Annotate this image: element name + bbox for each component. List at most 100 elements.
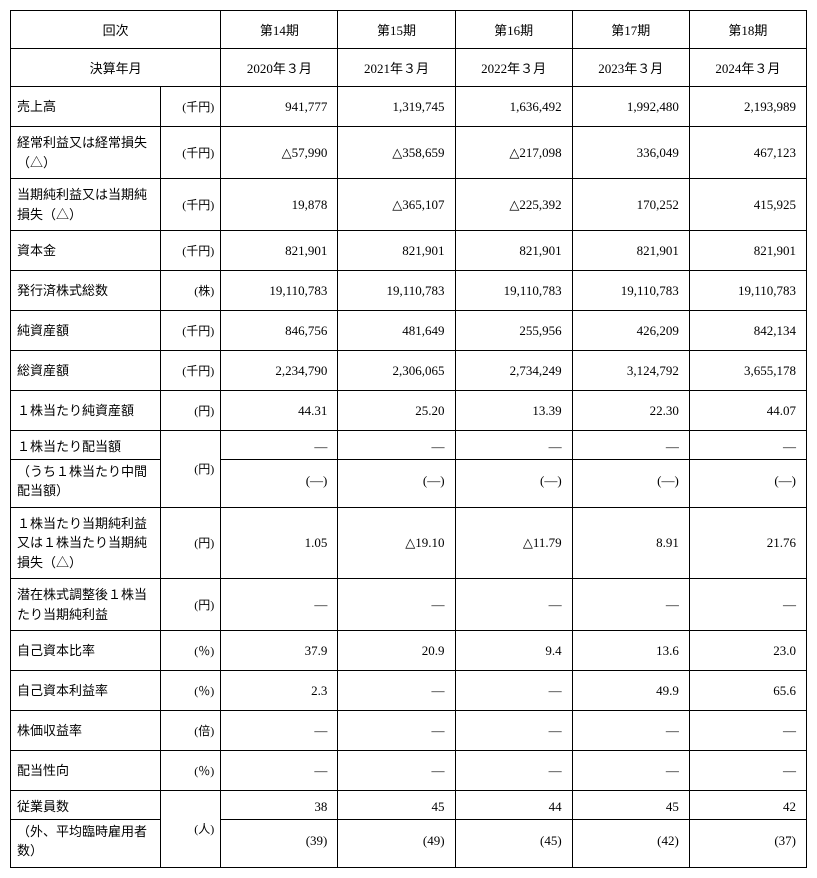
header-rowtitle: 回次: [11, 11, 221, 49]
header-date-4: 2024年３月: [689, 49, 806, 87]
row-label-net-assets: 純資産額: [11, 311, 161, 351]
cell-net-income-4: 415,925: [689, 179, 806, 231]
cell-diluted-eps-3: ―: [572, 579, 689, 631]
cell-dividend-top-2: ―: [455, 431, 572, 460]
cell-nav-per-share-3: 22.30: [572, 391, 689, 431]
row-unit-ordinary-income: (千円): [161, 127, 221, 179]
cell-capital-1: 821,901: [338, 231, 455, 271]
cell-eps-2: △11.79: [455, 507, 572, 579]
header-date-1: 2021年３月: [338, 49, 455, 87]
row-label-diluted-eps: 潜在株式調整後１株当たり当期純利益: [11, 579, 161, 631]
cell-per-2: ―: [455, 711, 572, 751]
cell-capital-0: 821,901: [221, 231, 338, 271]
row-label-employees-top: 従業員数: [11, 791, 161, 820]
cell-diluted-eps-0: ―: [221, 579, 338, 631]
row-label-eps: １株当たり当期純利益又は１株当たり当期純損失（△）: [11, 507, 161, 579]
header-period-3: 第17期: [572, 11, 689, 49]
cell-dividend-top-3: ―: [572, 431, 689, 460]
financial-table: 回次第14期第15期第16期第17期第18期決算年月2020年３月2021年３月…: [10, 10, 807, 868]
row-unit-net-assets: (千円): [161, 311, 221, 351]
cell-dividend-bot-0: (―): [221, 459, 338, 507]
cell-equity-ratio-0: 37.9: [221, 631, 338, 671]
cell-per-4: ―: [689, 711, 806, 751]
cell-employees-bot-2: (45): [455, 819, 572, 867]
row-unit-equity-ratio: (％): [161, 631, 221, 671]
cell-eps-4: 21.76: [689, 507, 806, 579]
cell-employees-bot-3: (42): [572, 819, 689, 867]
row-unit-sales: (千円): [161, 87, 221, 127]
row-label-dividend-top: １株当たり配当額: [11, 431, 161, 460]
cell-payout-1: ―: [338, 751, 455, 791]
cell-total-assets-2: 2,734,249: [455, 351, 572, 391]
cell-employees-top-4: 42: [689, 791, 806, 820]
header-periodtitle: 決算年月: [11, 49, 221, 87]
cell-per-3: ―: [572, 711, 689, 751]
row-label-dividend-bot: （うち１株当たり中間配当額）: [11, 459, 161, 507]
header-date-2: 2022年３月: [455, 49, 572, 87]
cell-net-income-2: △225,392: [455, 179, 572, 231]
cell-payout-3: ―: [572, 751, 689, 791]
cell-total-assets-1: 2,306,065: [338, 351, 455, 391]
cell-employees-bot-4: (37): [689, 819, 806, 867]
cell-eps-3: 8.91: [572, 507, 689, 579]
row-label-ordinary-income: 経常利益又は経常損失（△）: [11, 127, 161, 179]
row-label-payout: 配当性向: [11, 751, 161, 791]
row-unit-roe: (％): [161, 671, 221, 711]
cell-ordinary-income-2: △217,098: [455, 127, 572, 179]
row-unit-diluted-eps: (円): [161, 579, 221, 631]
header-period-1: 第15期: [338, 11, 455, 49]
row-unit-net-income: (千円): [161, 179, 221, 231]
cell-total-assets-3: 3,124,792: [572, 351, 689, 391]
cell-equity-ratio-4: 23.0: [689, 631, 806, 671]
row-unit-per: (倍): [161, 711, 221, 751]
cell-nav-per-share-0: 44.31: [221, 391, 338, 431]
cell-net-assets-2: 255,956: [455, 311, 572, 351]
cell-employees-bot-1: (49): [338, 819, 455, 867]
cell-employees-top-0: 38: [221, 791, 338, 820]
row-label-employees-bot: （外、平均臨時雇用者数）: [11, 819, 161, 867]
row-unit-dividend: (円): [161, 431, 221, 508]
cell-dividend-bot-3: (―): [572, 459, 689, 507]
cell-equity-ratio-3: 13.6: [572, 631, 689, 671]
cell-employees-bot-0: (39): [221, 819, 338, 867]
cell-dividend-bot-4: (―): [689, 459, 806, 507]
cell-diluted-eps-4: ―: [689, 579, 806, 631]
row-label-shares-issued: 発行済株式総数: [11, 271, 161, 311]
cell-ordinary-income-3: 336,049: [572, 127, 689, 179]
row-unit-capital: (千円): [161, 231, 221, 271]
cell-dividend-top-4: ―: [689, 431, 806, 460]
cell-total-assets-4: 3,655,178: [689, 351, 806, 391]
header-date-0: 2020年３月: [221, 49, 338, 87]
cell-shares-issued-3: 19,110,783: [572, 271, 689, 311]
cell-net-assets-4: 842,134: [689, 311, 806, 351]
cell-nav-per-share-2: 13.39: [455, 391, 572, 431]
cell-employees-top-2: 44: [455, 791, 572, 820]
cell-sales-3: 1,992,480: [572, 87, 689, 127]
row-unit-nav-per-share: (円): [161, 391, 221, 431]
cell-equity-ratio-2: 9.4: [455, 631, 572, 671]
header-date-3: 2023年３月: [572, 49, 689, 87]
cell-per-1: ―: [338, 711, 455, 751]
cell-roe-3: 49.9: [572, 671, 689, 711]
cell-net-income-1: △365,107: [338, 179, 455, 231]
cell-roe-2: ―: [455, 671, 572, 711]
cell-shares-issued-4: 19,110,783: [689, 271, 806, 311]
row-unit-payout: (％): [161, 751, 221, 791]
header-period-0: 第14期: [221, 11, 338, 49]
cell-ordinary-income-1: △358,659: [338, 127, 455, 179]
cell-shares-issued-1: 19,110,783: [338, 271, 455, 311]
cell-payout-0: ―: [221, 751, 338, 791]
cell-diluted-eps-1: ―: [338, 579, 455, 631]
cell-ordinary-income-0: △57,990: [221, 127, 338, 179]
cell-capital-4: 821,901: [689, 231, 806, 271]
cell-capital-3: 821,901: [572, 231, 689, 271]
cell-per-0: ―: [221, 711, 338, 751]
row-label-total-assets: 総資産額: [11, 351, 161, 391]
cell-eps-1: △19.10: [338, 507, 455, 579]
cell-total-assets-0: 2,234,790: [221, 351, 338, 391]
cell-dividend-bot-1: (―): [338, 459, 455, 507]
row-label-sales: 売上高: [11, 87, 161, 127]
row-label-per: 株価収益率: [11, 711, 161, 751]
cell-net-assets-3: 426,209: [572, 311, 689, 351]
cell-roe-0: 2.3: [221, 671, 338, 711]
